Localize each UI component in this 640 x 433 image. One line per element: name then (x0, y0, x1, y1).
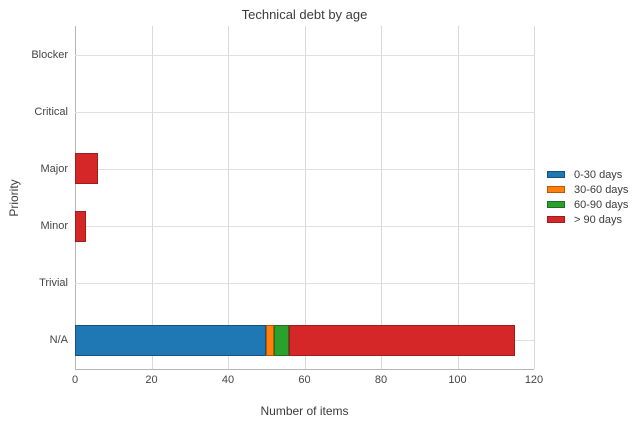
x-gridline-60 (304, 26, 306, 369)
x-gridline-100 (457, 26, 459, 369)
x-gridline-40 (228, 26, 229, 369)
legend-swatch-0-30-days (547, 171, 565, 178)
bar-row-minor (75, 210, 87, 242)
x-tick-label-60: 60 (298, 374, 311, 386)
legend: 0-30 days 30-60 days 60-90 days > 90 days (547, 167, 628, 227)
y-gridline-blocker (75, 54, 534, 56)
bar-row-major (75, 153, 98, 185)
legend-item-0-30-days: 0-30 days (547, 167, 628, 182)
legend-label-30-60-days: 30-60 days (574, 183, 629, 196)
x-axis-title: Number of items (260, 404, 349, 418)
legend-item-90-days: > 90 days (547, 212, 628, 227)
y-tick-label-minor: Minor (40, 220, 68, 233)
x-tick-label-80: 80 (374, 374, 388, 386)
legend-swatch-60-90-days (547, 201, 565, 208)
y-tick-label-n-a: N/A (49, 334, 68, 347)
x-tick-label-0: 0 (71, 374, 79, 386)
x-tick-label-100: 100 (448, 374, 467, 386)
y-axis-line (75, 26, 76, 369)
y-gridline-minor (75, 226, 534, 228)
legend-label-60-90-days: 60-90 days (574, 198, 629, 211)
bar-segment-major-90-days (75, 153, 98, 185)
y-gridline-trivial (75, 283, 534, 285)
bar-segment-n-a-30-60-days (266, 324, 274, 356)
x-tick-label-40: 40 (221, 374, 235, 386)
y-tick-label-blocker: Blocker (31, 48, 68, 61)
y-tick-label-trivial: Trivial (39, 277, 68, 290)
x-axis-line (75, 369, 534, 370)
y-gridline-critical (75, 111, 534, 113)
y-tick-label-critical: Critical (34, 105, 68, 118)
x-gridline-120 (534, 26, 535, 369)
legend-label-0-30-days: 0-30 days (574, 168, 623, 181)
x-tick-label-120: 120 (524, 374, 544, 386)
legend-label-90-days: > 90 days (574, 213, 623, 226)
x-tick-label-20: 20 (145, 374, 158, 386)
bar-row-n-a (75, 324, 515, 356)
legend-swatch-90-days (547, 216, 565, 223)
legend-item-30-60-days: 30-60 days (547, 182, 628, 197)
plot-area (75, 26, 535, 370)
x-gridline-20 (151, 26, 153, 369)
chart-title: Technical debt by age (241, 7, 368, 22)
bar-segment-n-a-0-30-days (75, 324, 267, 356)
y-tick-label-major: Major (40, 162, 68, 175)
bar-segment-minor-90-days (75, 210, 87, 242)
x-gridline-80 (381, 26, 382, 369)
bar-segment-n-a-90-days (289, 324, 515, 356)
y-axis-title: Priority (7, 179, 21, 217)
y-gridline-major (75, 168, 534, 170)
legend-swatch-30-60-days (547, 186, 565, 193)
legend-item-60-90-days: 60-90 days (547, 197, 628, 212)
bar-segment-n-a-60-90-days (273, 324, 290, 356)
